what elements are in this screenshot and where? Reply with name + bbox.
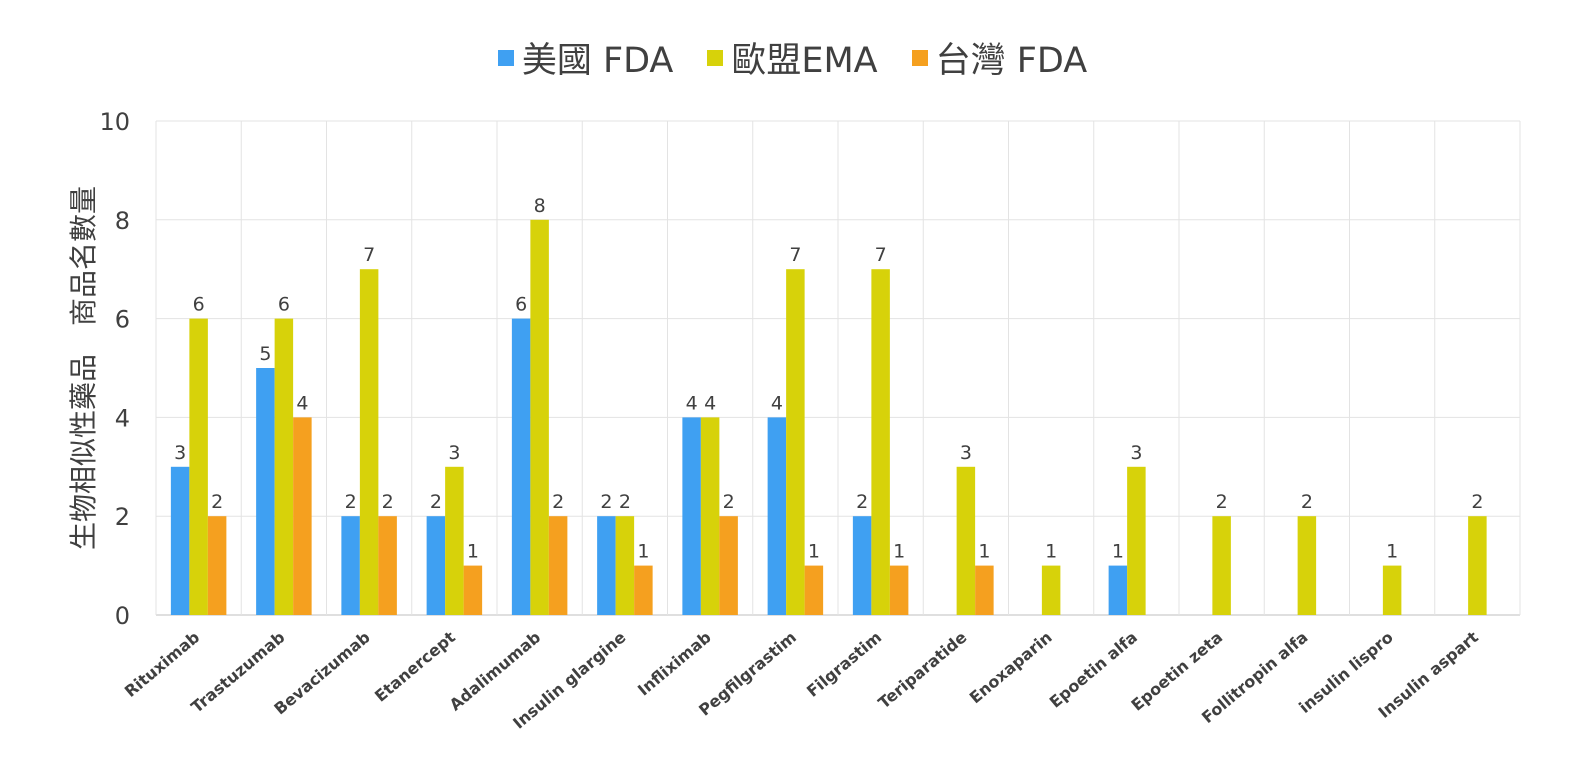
x-tick-label: Rituximab [121,628,203,701]
bar [341,516,360,615]
bar [463,565,483,615]
x-tick-label: Etanercept [371,627,459,705]
bar [767,417,787,615]
legend-label-eu-ema: 歐盟EMA [731,41,878,81]
bar [786,269,805,615]
data-label: 3 [448,442,460,464]
bar [1127,466,1146,615]
data-label: 1 [1112,541,1124,563]
bar [378,516,397,615]
y-tick-label: 8 [115,207,130,235]
bar [615,516,635,615]
bar [700,417,720,615]
bar [1382,565,1402,615]
data-label: 7 [363,244,375,266]
x-tick-label: Infliximab [634,628,715,700]
legend-item-us-fda[interactable]: 美國 FDA [497,32,674,83]
bar [1212,516,1231,615]
data-label: 4 [704,392,716,414]
data-label: 2 [382,491,394,513]
bar [682,417,701,615]
legend-label-us-fda: 美國 FDA [521,41,674,81]
data-label: 6 [278,294,290,316]
data-label: 7 [875,244,887,266]
bar [359,269,379,615]
bar [170,466,190,615]
data-label: 1 [978,541,990,563]
bar [719,516,738,615]
data-label: 2 [723,491,735,513]
bar [274,318,294,615]
data-label: 6 [193,294,205,316]
legend-item-eu-ema[interactable]: 歐盟EMA [707,32,878,83]
data-label: 6 [515,294,527,316]
bar [548,516,568,615]
data-label: 4 [296,392,308,414]
data-label: 4 [686,392,698,414]
y-tick-label: 10 [99,108,130,136]
bar [871,269,890,615]
bar [852,516,872,615]
data-label: 2 [856,491,868,513]
legend-swatch-us-fda [497,49,514,66]
data-label: 2 [1471,491,1483,513]
data-label: 3 [960,442,972,464]
data-label: 1 [808,541,820,563]
data-label: 1 [637,541,649,563]
data-label: 8 [534,195,546,217]
bar [256,368,275,615]
bar [1041,565,1061,615]
data-label: 3 [1130,442,1142,464]
data-label: 2 [1301,491,1313,513]
bar [1297,516,1317,615]
bar [889,565,909,615]
data-label: 2 [430,491,442,513]
x-tick-label: Filgrastim [803,628,885,701]
bar [189,318,208,615]
bar [511,318,531,615]
data-label: 2 [552,491,564,513]
y-tick-label: 6 [115,306,130,334]
bar [207,516,227,615]
bar [445,466,464,615]
y-tick-label: 4 [115,404,130,432]
data-label: 3 [174,442,186,464]
legend-item-tw-fda[interactable]: 台灣 FDA [911,32,1088,83]
bar [975,565,994,615]
data-label: 2 [1216,491,1228,513]
data-label: 1 [1045,541,1057,563]
bar [597,516,616,615]
data-label: 5 [259,343,271,365]
data-label: 1 [893,541,905,563]
bar [1108,565,1128,615]
y-tick-label: 2 [115,503,130,531]
legend-label-tw-fda: 台灣 FDA [935,41,1088,81]
data-label: 1 [1386,541,1398,563]
bar [804,565,824,615]
bar [426,516,446,615]
x-tick-label: Enoxaparin [966,628,1056,708]
data-label: 2 [345,491,357,513]
bar [293,417,312,615]
data-label: 2 [600,491,612,513]
data-label: 2 [211,491,223,513]
data-label: 7 [789,244,801,266]
data-label: 1 [467,541,479,563]
legend-swatch-eu-ema [707,49,724,66]
legend-swatch-tw-fda [911,49,928,66]
y-tick-label: 0 [115,602,130,630]
bar [956,466,976,615]
bar [634,565,653,615]
bar [530,219,549,616]
x-tick-label: Teriparatide [874,627,970,712]
legend: 美國 FDA 歐盟EMA 台灣 FDA [0,32,1585,83]
bar [1468,516,1487,615]
data-label: 2 [619,491,631,513]
data-label: 4 [771,392,783,414]
x-tick-label: Epoetin alfa [1046,628,1141,712]
